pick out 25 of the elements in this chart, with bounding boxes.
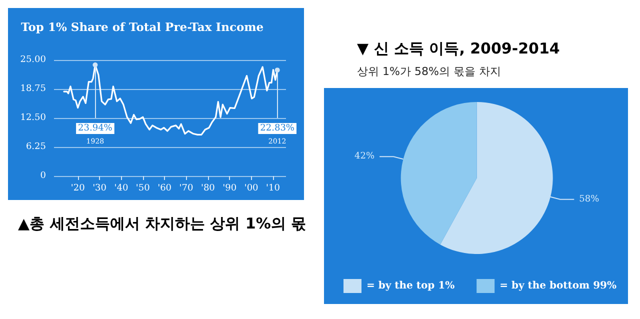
annotation: 22.83%	[260, 124, 295, 134]
chart-subtitle: 상위 1%가 58%의 몫을 차지	[357, 65, 501, 78]
y-tick-label: 25.00	[20, 55, 46, 65]
text: ▲총 세전소득에서 차지하는 상위 1%의 몫	[18, 214, 306, 232]
legend-label: = by the top 1%	[366, 280, 456, 292]
x-tick-label: '40	[114, 184, 128, 194]
data-label: 42%	[354, 152, 375, 162]
y-tick-label: 0	[40, 171, 46, 181]
x-tick-label: '00	[244, 184, 259, 194]
x-tick-label: '10	[266, 184, 280, 194]
legend-label: = by the bottom 99%	[500, 280, 618, 292]
y-tick-label: 12.50	[20, 113, 46, 123]
x-tick-label: '90	[222, 184, 237, 194]
data-label: 58%	[579, 194, 600, 204]
annotation: 23.94%	[78, 124, 113, 134]
chart-title: ▼ 신 소득 이득, 2009-2014	[357, 40, 560, 58]
x-tick-label: '80	[200, 184, 216, 194]
x-tick-label: '60	[158, 184, 172, 194]
y-tick-label: 18.75	[20, 84, 46, 94]
y-tick-label: 6.25	[26, 142, 46, 152]
x-tick-label: '70	[179, 184, 194, 194]
chart-title: Top 1% Share of Total Pre-Tax Income	[21, 20, 264, 34]
x-tick-label: '30	[92, 184, 107, 194]
x-tick-label: '50	[136, 184, 150, 194]
x-tick-label: '20	[70, 184, 86, 194]
